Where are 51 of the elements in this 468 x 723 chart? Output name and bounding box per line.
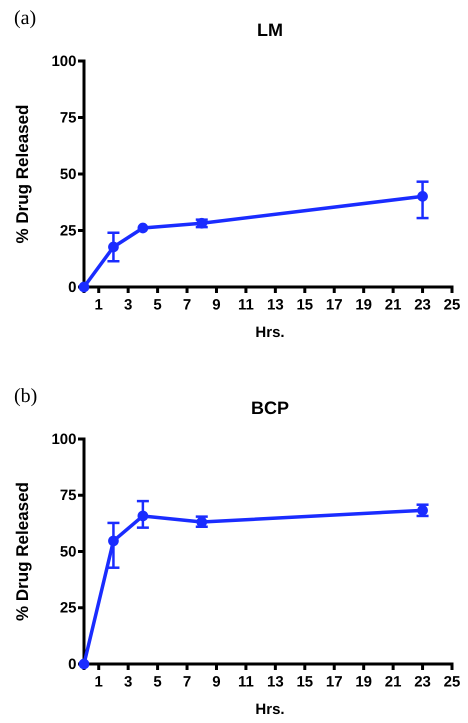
y-tick-label: 0 [68,656,76,673]
x-tick-label: 3 [124,674,132,690]
x-tick-label: 1 [94,674,103,690]
chart-title: BCP [250,398,290,418]
x-tick-label: 21 [384,674,402,690]
y-axis-title: % Drug Released [13,482,32,621]
x-axis-title: Hrs. [255,701,285,718]
y-axis-title: % Drug Released [13,104,32,244]
x-tick-label: 7 [182,296,192,314]
point [138,510,148,522]
x-axis-title: Hrs. [255,324,285,341]
x-tick-label: 23 [414,674,431,690]
y-tick-label: 100 [51,52,76,70]
y-tick-label: 100 [51,430,76,448]
point [108,536,119,546]
x-tick-label: 11 [238,296,254,314]
chart-title: LM [257,20,283,40]
x-tick-label: 15 [296,674,314,690]
text: (a) [14,7,36,29]
x-tick-label: 7 [182,674,192,690]
x-tick-label: 23 [414,296,431,314]
x-tick-label: 9 [212,674,221,690]
x-tick-label: 19 [355,674,372,690]
x-tick-label: 5 [153,674,162,690]
x-tick-label: 1 [94,296,103,314]
x-tick-label: 13 [267,296,284,314]
point [78,282,90,292]
point [108,242,119,252]
y-tick-label: 25 [60,222,76,240]
x-tick-label: 5 [153,296,162,314]
x-tick-label: 15 [296,296,314,314]
x-tick-label: 11 [238,674,254,690]
x-tick-label: 17 [326,296,343,314]
x-tick-label: 21 [384,296,402,314]
point [417,191,428,202]
y-tick-label: 50 [60,166,76,183]
y-tick-label: 0 [68,278,76,296]
y-tick-label: 75 [60,487,76,504]
point [138,222,148,234]
x-tick-label: 17 [326,674,343,690]
x-tick-label: 9 [212,296,221,314]
x-tick-label: 3 [124,296,132,314]
text: (b) [14,385,38,407]
y-tick-label: 25 [60,600,76,617]
x-tick-label: 25 [444,296,460,314]
y-tick-label: 50 [60,543,76,560]
y-tick-label: 75 [60,109,76,126]
point [78,658,90,670]
x-tick-label: 25 [444,674,460,690]
x-tick-label: 13 [267,674,284,690]
x-tick-label: 19 [355,296,372,314]
